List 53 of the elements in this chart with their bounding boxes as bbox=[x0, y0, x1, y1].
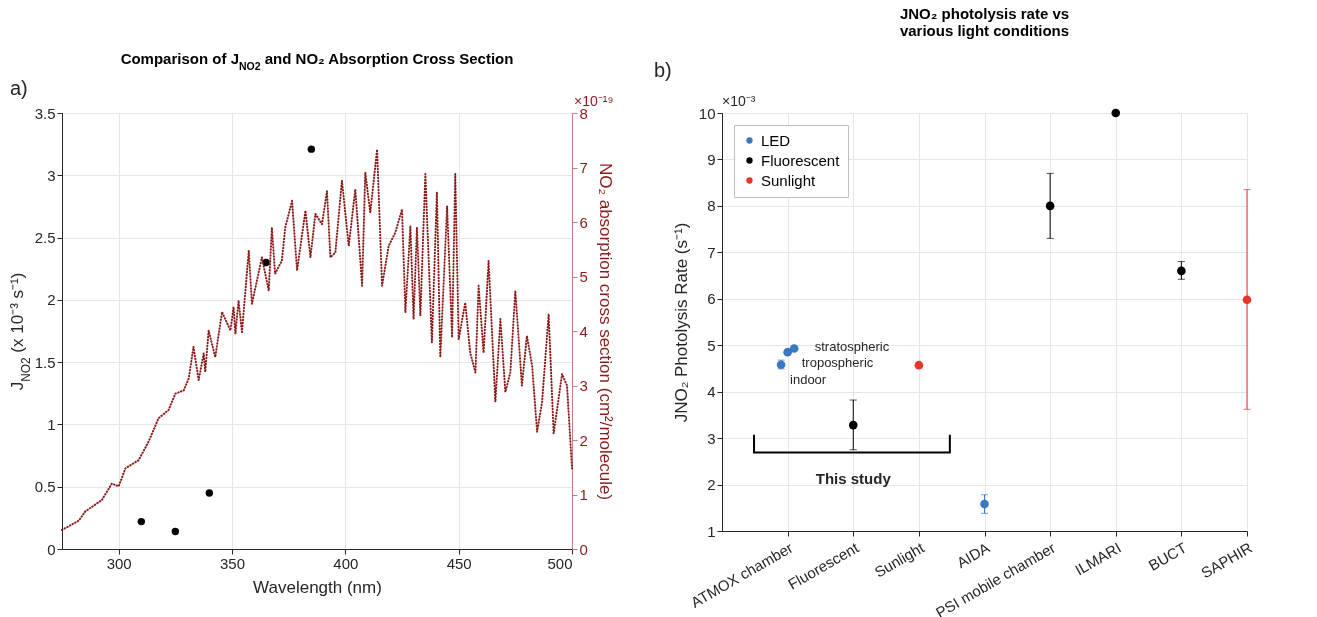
x-tick-label: 300 bbox=[106, 554, 132, 572]
text: ×10⁻¹⁹ bbox=[574, 93, 614, 109]
y-tick-label: 2 bbox=[707, 476, 716, 494]
point bbox=[307, 145, 316, 153]
y2-tick-label: 4 bbox=[579, 322, 588, 340]
line-series bbox=[61, 148, 573, 531]
y2-tick-label: 7 bbox=[579, 159, 588, 176]
y-tick-label: 3 bbox=[47, 166, 56, 184]
x-tick-label: 350 bbox=[219, 554, 246, 572]
point bbox=[137, 517, 146, 526]
y2-tick-label: 0 bbox=[579, 540, 588, 558]
y-tick-label: 1 bbox=[707, 522, 716, 540]
x-tick-label: 500 bbox=[547, 554, 573, 572]
text: ×10⁻³ bbox=[722, 93, 756, 109]
annotation: stratospheric bbox=[814, 338, 890, 354]
x-tick-label: 400 bbox=[333, 554, 359, 572]
text: a) bbox=[10, 77, 28, 99]
y-tick-label: 10 bbox=[698, 104, 716, 122]
x-axis-title: Wavelength (nm) bbox=[253, 577, 382, 597]
legend-label: LED bbox=[761, 131, 791, 149]
y-tick-label: 4 bbox=[707, 383, 716, 401]
y-tick-label: 3.5 bbox=[34, 104, 56, 122]
chart-title: JNO₂ photolysis rate vs various light conditions bbox=[899, 5, 1070, 39]
y-tick-label: 2.5 bbox=[34, 229, 56, 247]
y-axis-title: JNO₂ Photolysis Rate (s⁻¹) bbox=[671, 222, 691, 423]
y-tick-label: 6 bbox=[707, 290, 716, 308]
y-tick-label: 3 bbox=[707, 429, 716, 447]
text: b) bbox=[654, 59, 672, 81]
y2-tick-label: 6 bbox=[579, 213, 588, 231]
y-tick-label: 0 bbox=[47, 540, 56, 558]
y-tick-label: 0.5 bbox=[34, 478, 56, 496]
y-tick-label: 8 bbox=[707, 197, 716, 215]
y-tick-label: 1 bbox=[47, 415, 56, 433]
y-tick-label: 1.5 bbox=[34, 353, 56, 371]
y2-tick-label: 3 bbox=[579, 377, 588, 394]
x-tick-label: AIDA bbox=[953, 538, 993, 571]
chart-title: Comparison of J$_{NO2}$ and NO₂ Absorption Cross Section bbox=[120, 50, 514, 72]
annotation: indoor bbox=[790, 372, 827, 388]
point bbox=[171, 527, 180, 536]
y2-tick-label: 5 bbox=[579, 268, 588, 285]
y-tick-label: 5 bbox=[707, 336, 716, 354]
y-tick-label: 9 bbox=[707, 150, 716, 168]
annotation: This study bbox=[815, 469, 892, 487]
annotation: tropospheric bbox=[801, 354, 874, 370]
legend-label: Fluorescent bbox=[761, 151, 841, 169]
y2-tick-label: 1 bbox=[579, 486, 588, 503]
y-tick-label: 7 bbox=[707, 243, 716, 261]
y-tick-label: 2 bbox=[47, 291, 56, 309]
y2-tick-label: 2 bbox=[579, 431, 588, 449]
legend-label: Sunlight bbox=[761, 171, 817, 189]
y2-axis-title: NO₂ absorption cross section (cm²/molecule) bbox=[595, 162, 615, 501]
point bbox=[205, 489, 214, 497]
x-tick-label: 450 bbox=[446, 554, 472, 572]
